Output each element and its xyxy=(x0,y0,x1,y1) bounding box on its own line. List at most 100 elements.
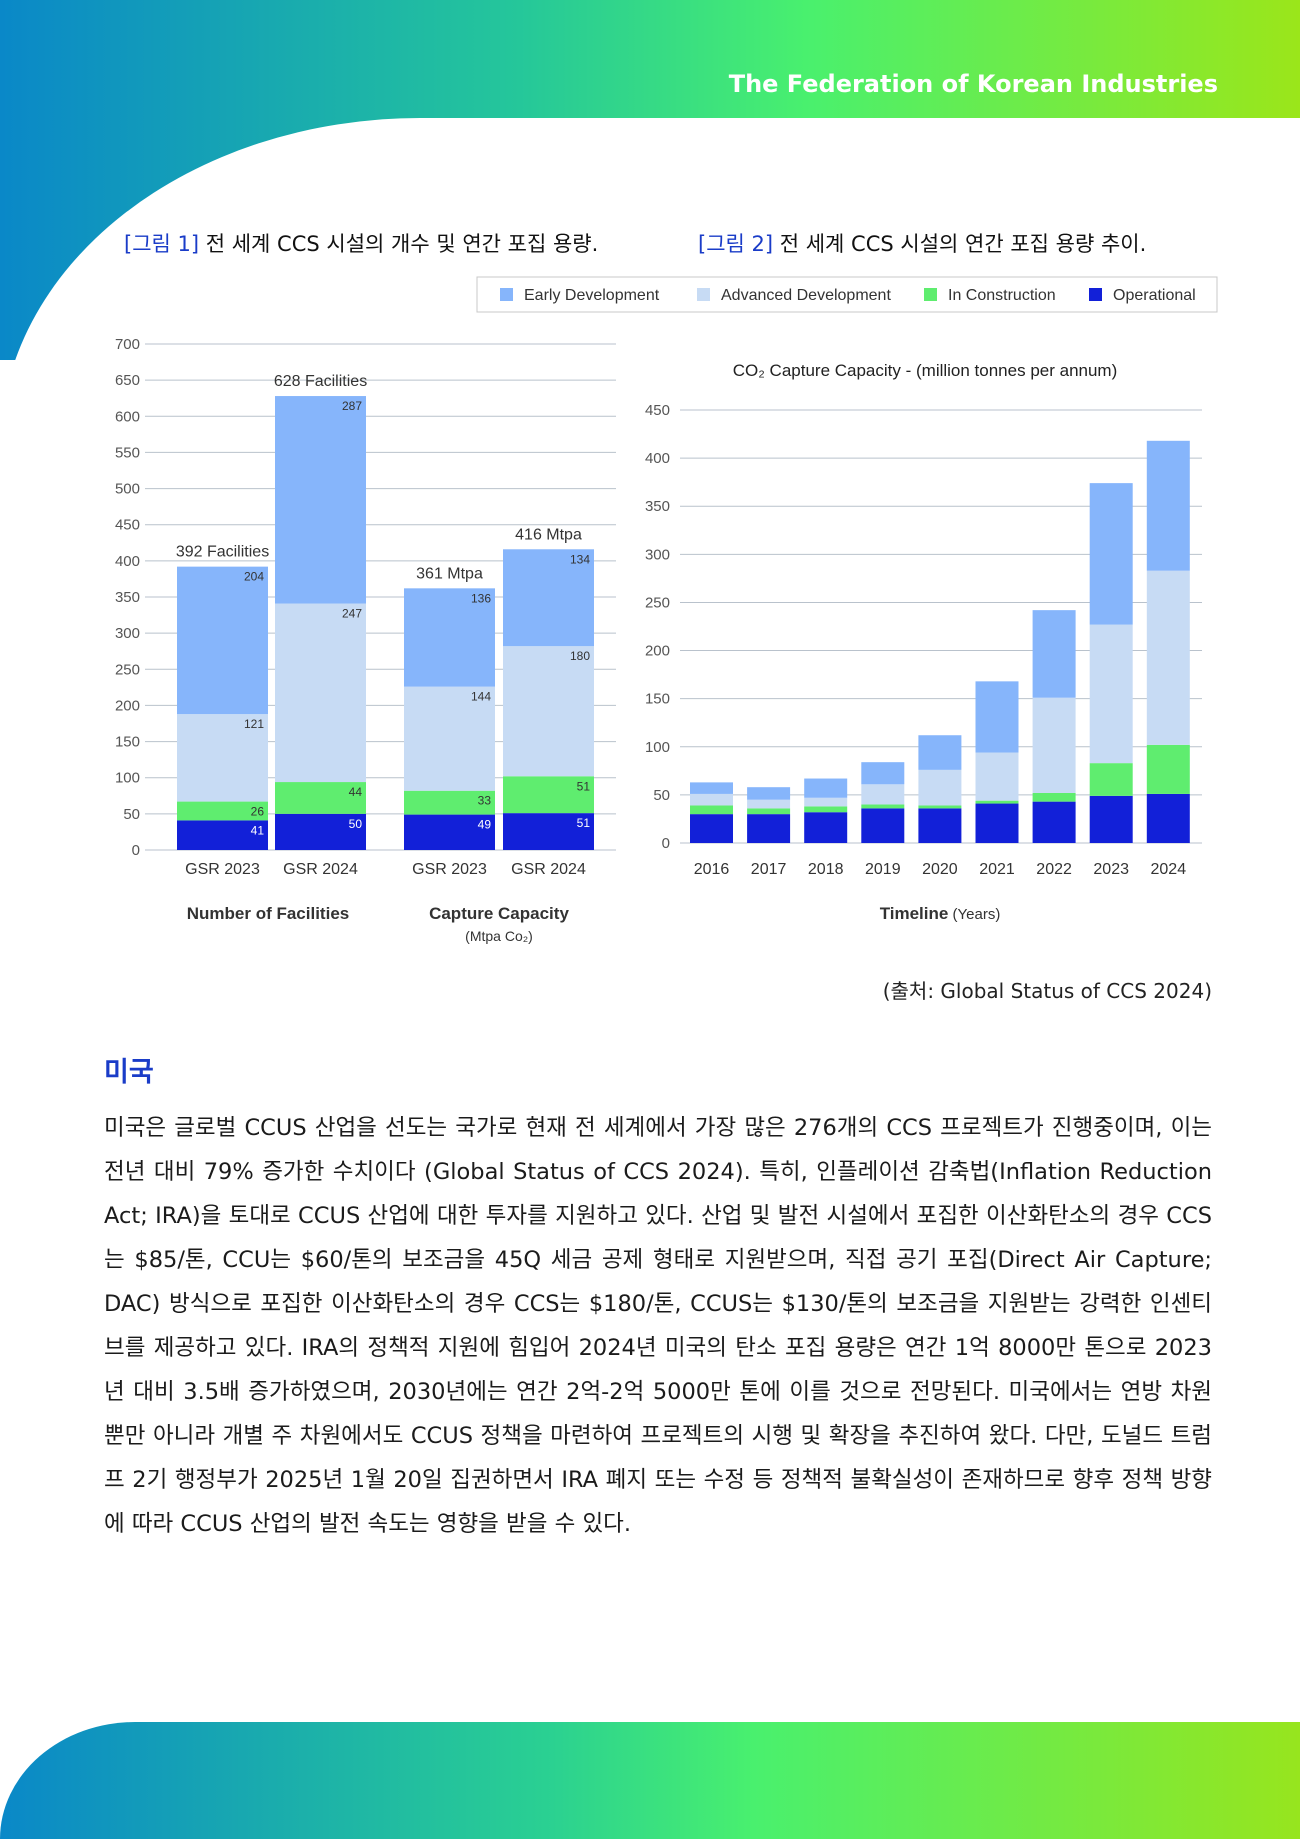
bar-value-label: 41 xyxy=(251,823,265,837)
bar-segment xyxy=(503,646,594,777)
bar-segment xyxy=(918,808,962,843)
y-tick-label: 300 xyxy=(645,546,670,563)
y-tick-label: 300 xyxy=(115,625,140,642)
bar-segment xyxy=(1089,795,1133,843)
x-tick-label: 2024 xyxy=(1151,861,1187,878)
y-tick-label: 350 xyxy=(645,498,670,515)
legend-swatch xyxy=(1089,288,1102,301)
section-title: 미국 xyxy=(104,1057,154,1088)
bar-segment xyxy=(404,814,495,850)
bar-segment xyxy=(1032,610,1076,698)
bar-segment xyxy=(503,813,594,850)
bar-segment xyxy=(177,801,268,821)
y-tick-label: 550 xyxy=(115,444,140,461)
bar-segment xyxy=(275,396,366,604)
legend-label: Early Development xyxy=(524,287,660,304)
bar-segment xyxy=(275,813,366,850)
bar-segment xyxy=(918,735,962,770)
bar-total-label: 392 Facilities xyxy=(176,544,269,561)
bar-segment xyxy=(404,790,495,815)
x-tick-label: 2018 xyxy=(808,861,844,878)
bar-segment xyxy=(975,752,1019,801)
legend-label: In Construction xyxy=(948,287,1056,304)
bar-segment xyxy=(861,808,905,843)
legend-swatch xyxy=(697,288,710,301)
y-tick-label: 500 xyxy=(115,481,140,498)
bar-segment xyxy=(975,681,1019,753)
bar-segment xyxy=(1032,801,1076,843)
group-label: Capture Capacity xyxy=(429,904,569,923)
x-tick-label: 2020 xyxy=(922,861,958,878)
bar-segment xyxy=(404,686,495,791)
group-sublabel: (Mtpa Co₂) xyxy=(465,928,533,944)
legend-swatch xyxy=(500,288,513,301)
bar-value-label: 33 xyxy=(478,794,492,808)
charts-canvas: Early Development Advanced Development In … xyxy=(115,276,1218,944)
bar-value-label: 144 xyxy=(471,690,491,704)
y-tick-label: 150 xyxy=(645,691,670,708)
y-tick-label: 250 xyxy=(645,594,670,611)
bar-segment xyxy=(404,588,495,687)
y-tick-label: 0 xyxy=(662,835,670,852)
x-tick-label: GSR 2024 xyxy=(283,861,358,878)
x-tick-label: GSR 2024 xyxy=(511,861,586,878)
section-body: 미국은 글로벌 CCUS 산업을 선도는 국가로 현재 전 세계에서 가장 많은… xyxy=(104,1115,1212,1537)
bar-segment xyxy=(275,782,366,814)
page-sheet xyxy=(0,118,1300,1728)
bar-segment xyxy=(1146,570,1190,745)
bar-segment xyxy=(1146,744,1190,794)
y-tick-label: 350 xyxy=(115,589,140,606)
y-tick-label: 0 xyxy=(132,842,140,859)
bar-segment xyxy=(1089,624,1133,764)
y-tick-label: 200 xyxy=(645,643,670,660)
y-tick-label: 150 xyxy=(115,734,140,751)
legend-label: Advanced Development xyxy=(721,287,891,304)
bar-segment xyxy=(804,797,848,807)
bar-segment xyxy=(503,549,594,647)
footer-gradient-band xyxy=(0,1722,1300,1839)
legend-swatch xyxy=(924,288,937,301)
bar-segment xyxy=(1032,792,1076,802)
y-tick-label: 100 xyxy=(645,739,670,756)
figure-2-tag: [그림 2] xyxy=(698,232,774,256)
bar-segment xyxy=(1089,763,1133,796)
bar-segment xyxy=(975,803,1019,843)
y-tick-label: 400 xyxy=(645,450,670,467)
bar-segment xyxy=(747,808,791,815)
bar-value-label: 287 xyxy=(342,399,362,413)
chart2-title: CO₂ Capture Capacity - (million tonnes p… xyxy=(733,361,1118,380)
bar-segment xyxy=(177,566,268,715)
bar-value-label: 49 xyxy=(478,818,492,832)
bar-segment xyxy=(177,714,268,802)
bar-segment xyxy=(1032,697,1076,793)
header-org-name: The Federation of Korean Industries xyxy=(728,70,1218,98)
bar-value-label: 51 xyxy=(577,816,591,830)
y-tick-label: 250 xyxy=(115,661,140,678)
x-tick-label: 2021 xyxy=(979,861,1015,878)
y-tick-label: 650 xyxy=(115,372,140,389)
bar-segment xyxy=(690,793,733,806)
bar-value-label: 51 xyxy=(577,779,591,793)
figure-1-caption: [그림 1] 전 세계 CCS 시설의 개수 및 연간 포집 용량. xyxy=(124,228,598,258)
bar-segment xyxy=(690,782,733,794)
bar-value-label: 136 xyxy=(471,591,491,605)
y-tick-label: 700 xyxy=(115,336,140,353)
bar-value-label: 247 xyxy=(342,607,362,621)
figure-2-title: 전 세계 CCS 시설의 연간 포집 용량 추이. xyxy=(773,232,1147,256)
bar-value-label: 204 xyxy=(244,570,264,584)
bar-segment xyxy=(1089,483,1133,625)
bar-segment xyxy=(918,769,962,806)
bar-segment xyxy=(275,603,366,783)
bar-value-label: 44 xyxy=(349,785,363,799)
bar-segment xyxy=(747,787,791,800)
bar-value-label: 50 xyxy=(349,817,363,831)
bar-segment xyxy=(690,814,733,843)
y-tick-label: 50 xyxy=(123,806,140,823)
bar-segment xyxy=(177,820,268,850)
figure-2-caption: [그림 2] 전 세계 CCS 시설의 연간 포집 용량 추이. xyxy=(698,228,1146,258)
bar-segment xyxy=(861,762,905,785)
bar-value-label: 180 xyxy=(570,649,590,663)
y-tick-label: 600 xyxy=(115,408,140,425)
x-tick-label: GSR 2023 xyxy=(185,861,260,878)
bar-segment xyxy=(861,804,905,809)
